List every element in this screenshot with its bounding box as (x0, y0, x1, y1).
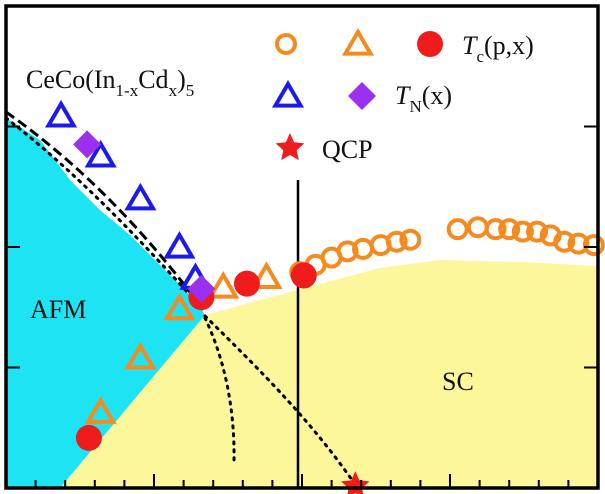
legend: Tc(p,x) TN(x) QCP (271, 28, 534, 164)
data-point-open-triangle-1-0 (84, 396, 117, 424)
sc-region-label: SC (442, 367, 474, 396)
data-point-open-circle-0-3 (336, 240, 359, 263)
legend-tc-label: Tc(p,x) (462, 31, 534, 66)
data-point-open-triangle-3-0 (44, 99, 78, 128)
legend-blue-triangle-marker (271, 80, 305, 108)
legend-markers (271, 28, 443, 161)
data-point-open-circle-0-6 (385, 230, 408, 253)
data-point-filled-circle-2-3 (290, 262, 317, 289)
axis-ticks (6, 125, 598, 488)
data-point-open-triangle-3-2 (124, 182, 157, 211)
data-markers (44, 99, 605, 494)
dotted-guide-upper (4, 116, 207, 314)
legend-purple-diamond-marker (348, 82, 376, 110)
data-point-open-triangle-3-3 (163, 231, 196, 259)
data-point-filled-star-5-0 (341, 471, 370, 494)
data-point-open-triangle-1-4 (250, 261, 283, 289)
sc-region (6, 260, 598, 488)
data-point-open-circle-0-13 (526, 220, 549, 243)
data-point-open-circle-0-15 (553, 230, 576, 253)
legend-red-circle-marker (417, 31, 443, 57)
legend-red-star-marker (275, 133, 305, 161)
data-point-filled-diamond-4-0 (73, 130, 102, 159)
data-point-open-circle-0-8 (446, 218, 469, 241)
afm-region (6, 118, 205, 488)
data-point-filled-diamond-4-1 (187, 274, 216, 303)
data-point-filled-circle-2-0 (75, 424, 102, 451)
dotted-guide-short (203, 316, 236, 464)
data-point-open-circle-0-11 (498, 218, 521, 241)
afm-region-label: AFM (30, 295, 86, 324)
data-point-open-triangle-3-1 (84, 139, 117, 168)
compound-label: CeCo(In1-xCdx)5 (26, 65, 194, 100)
data-point-filled-circle-2-2 (233, 270, 260, 297)
data-point-open-circle-0-9 (466, 216, 489, 239)
dotted-guide-to-qcp (203, 314, 354, 482)
legend-orange-triangle-marker (341, 28, 375, 56)
data-point-open-circle-0-17 (582, 234, 605, 257)
data-point-open-circle-0-12 (511, 220, 534, 243)
legend-orange-circle-marker (275, 33, 297, 55)
data-point-open-circle-0-16 (567, 232, 590, 255)
data-point-open-circle-0-7 (399, 228, 422, 251)
data-point-open-triangle-1-3 (207, 271, 240, 299)
legend-qcp-label: QCP (322, 135, 373, 164)
legend-tn-label: TN(x) (395, 81, 452, 116)
data-point-open-triangle-1-1 (124, 341, 157, 370)
data-point-open-circle-0-10 (484, 218, 507, 241)
data-point-open-triangle-1-2 (163, 292, 196, 321)
